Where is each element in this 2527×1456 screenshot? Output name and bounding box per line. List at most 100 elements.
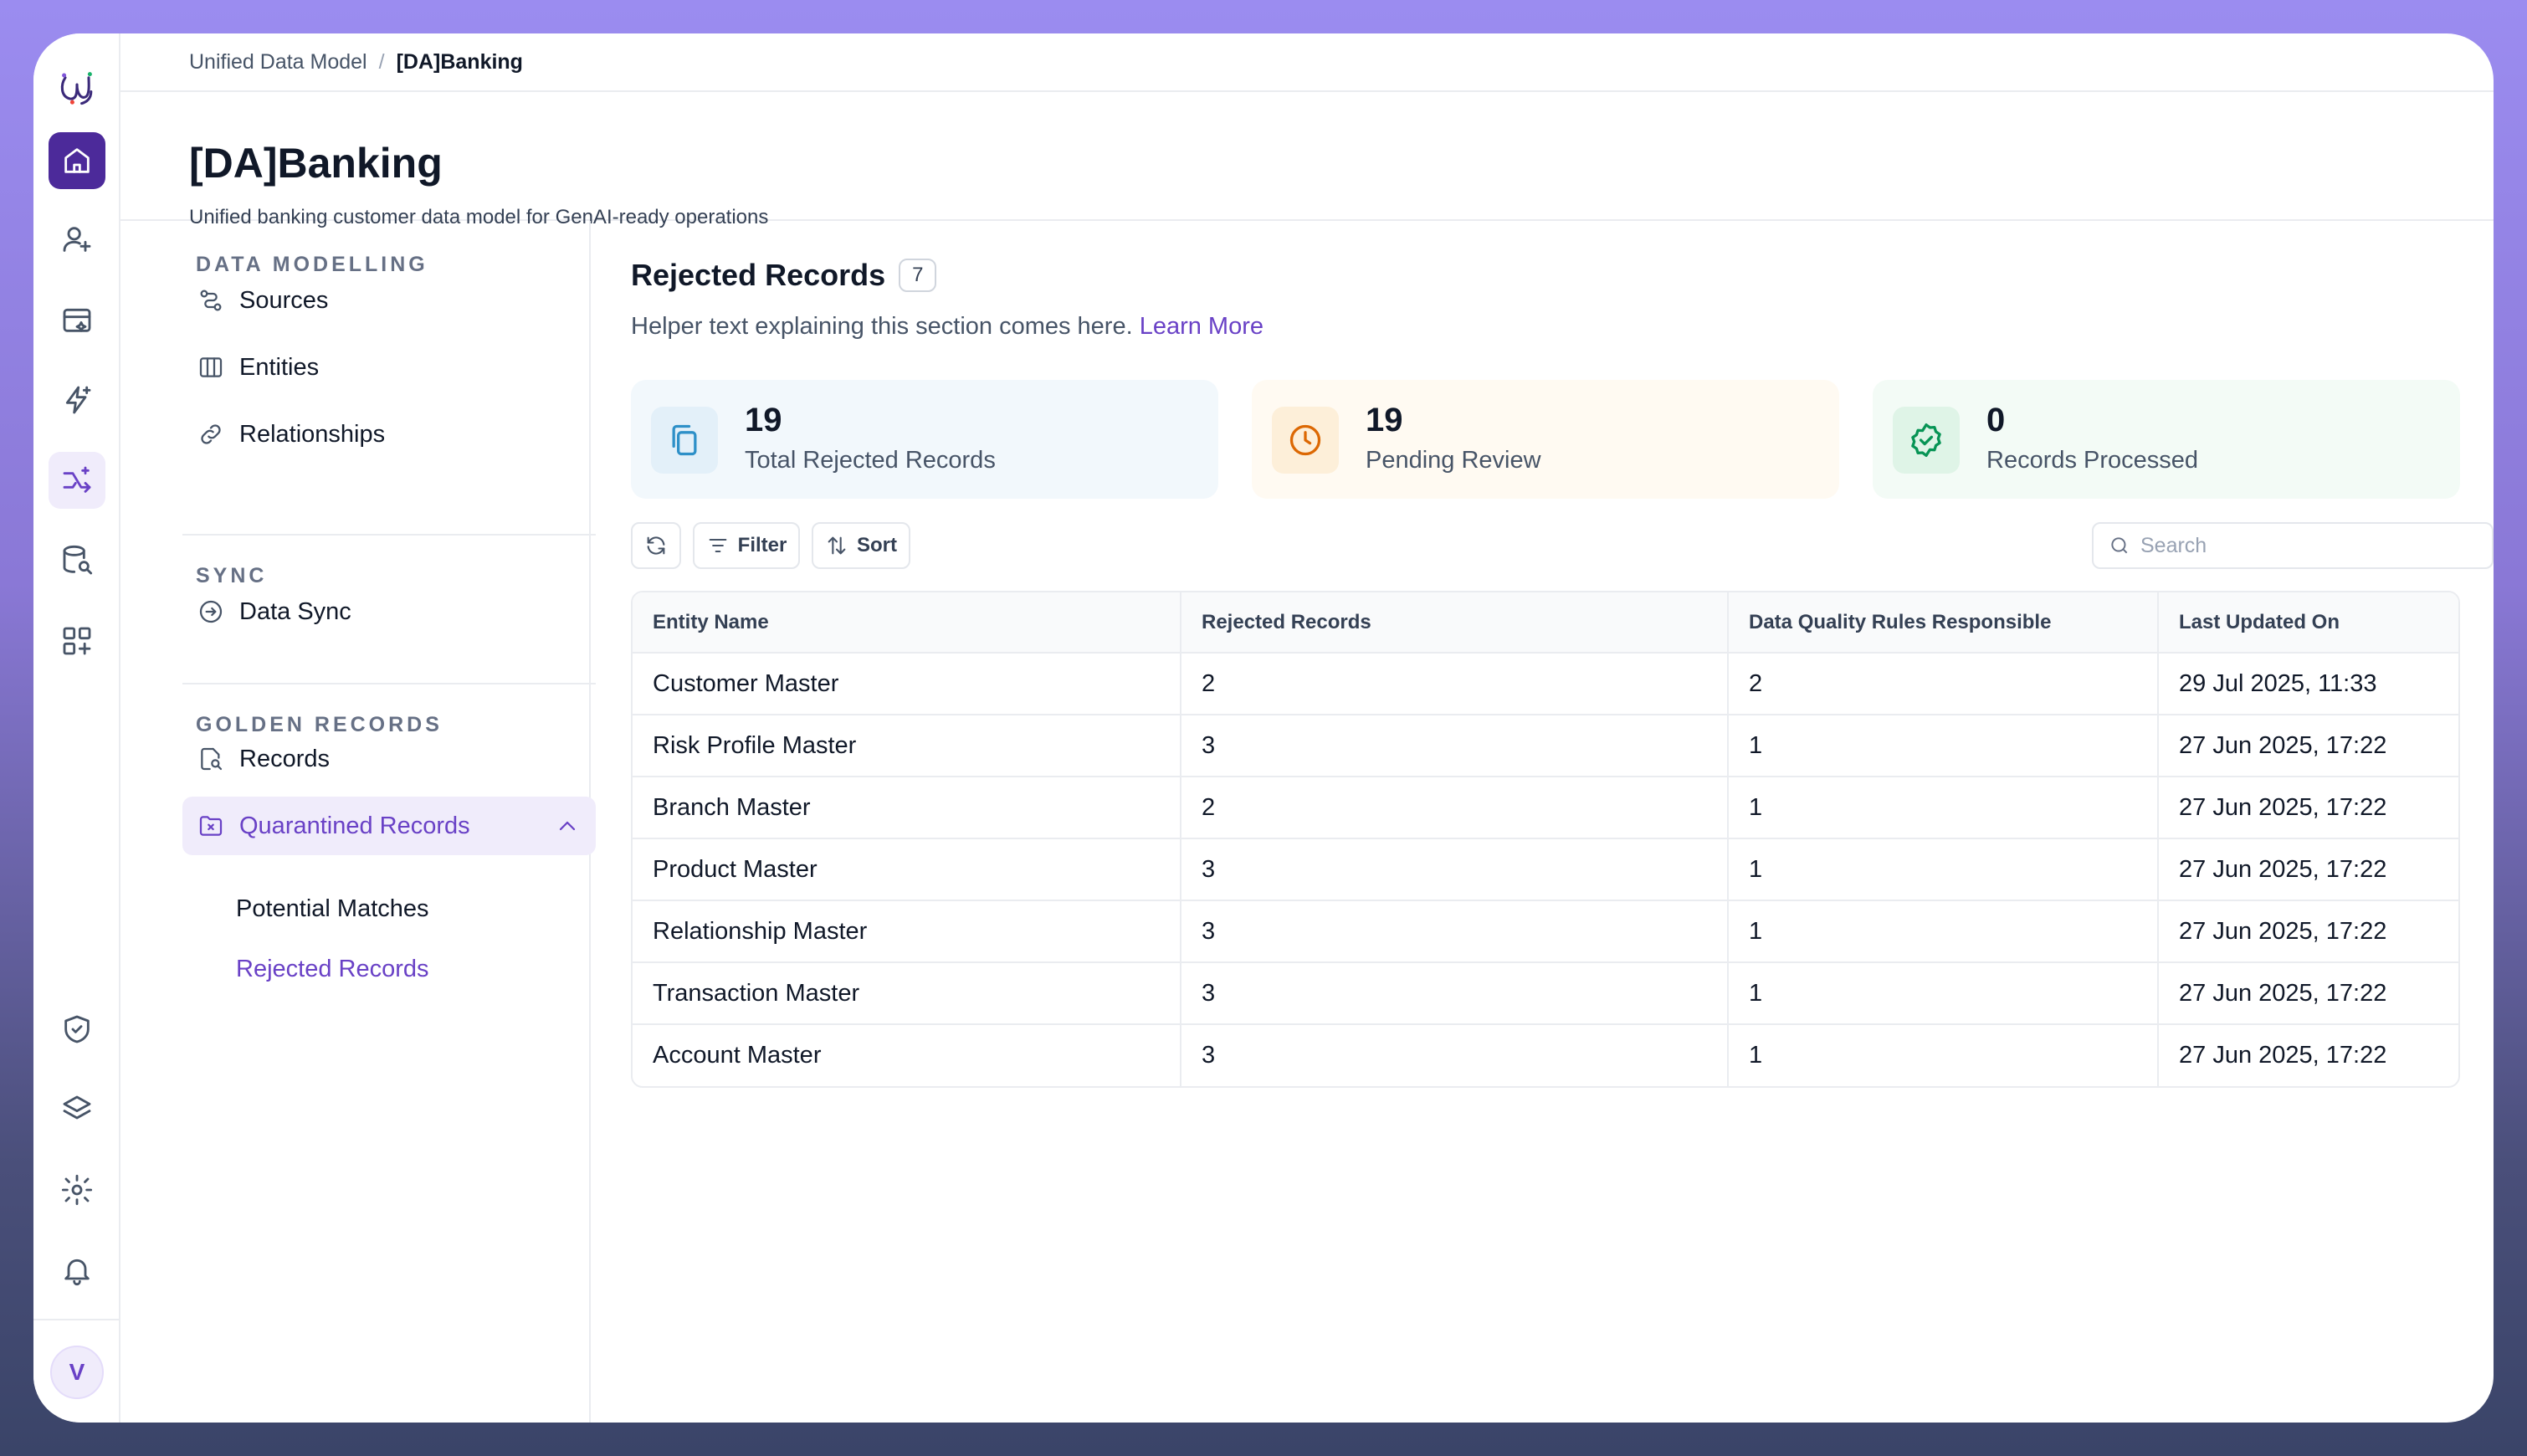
- sidebar-item-label: Quarantined Records: [239, 812, 470, 839]
- sidebar-item-quarantined-records[interactable]: Quarantined Records: [182, 797, 596, 855]
- page-header: [DA]Banking Unified banking customer dat…: [120, 92, 2494, 228]
- sidebar-item-label: Entities: [239, 353, 320, 381]
- rail-security-button[interactable]: [49, 1001, 105, 1058]
- user-avatar[interactable]: V: [50, 1346, 104, 1399]
- app-logo[interactable]: [49, 59, 105, 115]
- table-row[interactable]: Transaction Master 3 1 27 Jun 2025, 17:2…: [633, 962, 2458, 1025]
- user-sparkle-icon: [63, 227, 91, 252]
- chevron-up-icon[interactable]: [554, 813, 581, 839]
- rail-users-button[interactable]: [49, 211, 105, 268]
- column-header-rejected-records[interactable]: Rejected Records: [1181, 592, 1729, 654]
- cell-last-updated: 27 Jun 2025, 17:22: [2158, 900, 2458, 963]
- grid-add-icon: [63, 627, 91, 655]
- sort-icon: [828, 536, 846, 555]
- breadcrumb-root[interactable]: Unified Data Model: [189, 49, 367, 74]
- stat-icon-wrap: [651, 407, 718, 474]
- sidebar-subitem-rejected-records[interactable]: Rejected Records: [236, 956, 429, 982]
- sidebar-section-sync: SYNC: [196, 564, 268, 587]
- column-header-entity-name[interactable]: Entity Name: [633, 592, 1181, 654]
- app-window: V Unified Data Model / [DA]Banking [DA]B…: [33, 33, 2494, 1423]
- column-header-last-updated[interactable]: Last Updated On: [2158, 592, 2458, 654]
- rail-data-model-button[interactable]: [49, 452, 105, 509]
- cell-dq-rules: 2: [1728, 653, 2159, 715]
- rail-home-button[interactable]: [49, 132, 105, 189]
- copy-icon: [672, 424, 697, 456]
- sidebar-item-relationships[interactable]: Relationships: [182, 405, 596, 464]
- rail-layers-button[interactable]: [49, 1081, 105, 1138]
- sidebar-item-records[interactable]: Records: [182, 730, 596, 788]
- cell-entity-name: Relationship Master: [633, 900, 1181, 963]
- rail-database-button[interactable]: [49, 532, 105, 589]
- breadcrumb-separator: /: [378, 49, 385, 74]
- rail-automation-button[interactable]: [49, 372, 105, 428]
- table-row[interactable]: Product Master 3 1 27 Jun 2025, 17:22: [633, 838, 2458, 901]
- table-row[interactable]: Branch Master 2 1 27 Jun 2025, 17:22: [633, 777, 2458, 839]
- filter-label: Filter: [737, 534, 787, 556]
- cell-entity-name: Branch Master: [633, 777, 1181, 839]
- sort-button[interactable]: Sort: [812, 522, 910, 569]
- sidebar-item-sources[interactable]: Sources: [182, 271, 596, 330]
- home-icon: [64, 148, 90, 173]
- refresh-icon: [647, 536, 665, 555]
- helper-text: Helper text explaining this section come…: [631, 313, 1264, 341]
- sidebar-subitem-potential-matches[interactable]: Potential Matches: [236, 895, 429, 922]
- learn-more-link[interactable]: Learn More: [1139, 313, 1264, 340]
- page-subtitle: Unified banking customer data model for …: [189, 206, 769, 228]
- cell-last-updated: 29 Jul 2025, 11:33: [2158, 653, 2458, 715]
- cell-rejected-records: 2: [1181, 653, 1729, 715]
- stat-value: 0: [1986, 402, 2006, 438]
- table-row[interactable]: Relationship Master 3 1 27 Jun 2025, 17:…: [633, 900, 2458, 963]
- sidebar-divider: [182, 683, 596, 684]
- cell-entity-name: Transaction Master: [633, 962, 1181, 1025]
- search-input[interactable]: [2140, 533, 2475, 558]
- logo-icon: [60, 72, 93, 105]
- stat-icon-wrap: [1272, 407, 1339, 474]
- section-title: Rejected Records 7: [631, 258, 937, 293]
- table-row[interactable]: Account Master 3 1 27 Jun 2025, 17:22: [633, 1024, 2458, 1086]
- search-box[interactable]: [2092, 522, 2494, 569]
- flow-sparkle-icon: [63, 466, 91, 493]
- cell-entity-name: Account Master: [633, 1024, 1181, 1086]
- badge-check-icon: [1911, 423, 1941, 457]
- columns-icon: [199, 357, 223, 377]
- stat-value: 19: [1366, 402, 1403, 438]
- sidebar-item-label: Records: [239, 745, 330, 772]
- rail-notifications-button[interactable]: [49, 1242, 105, 1299]
- sidebar: DATA MODELLING Sources Entities Relation…: [120, 221, 596, 1423]
- sidebar-item-entities[interactable]: Entities: [182, 338, 596, 397]
- sidebar-item-label: Sources: [239, 286, 329, 314]
- table-header-row: Entity Name Rejected Records Data Qualit…: [633, 592, 2458, 654]
- cell-dq-rules: 1: [1728, 1024, 2159, 1086]
- search-icon: [2111, 537, 2128, 554]
- refresh-button[interactable]: [631, 522, 681, 569]
- cell-last-updated: 27 Jun 2025, 17:22: [2179, 1042, 2387, 1069]
- link-icon: [201, 424, 221, 444]
- sync-icon: [199, 600, 223, 623]
- cell-rejected-records: 3: [1181, 1024, 1729, 1086]
- stat-card-total-rejected: 19 Total Rejected Records: [631, 380, 1218, 499]
- rail-apps-button[interactable]: [49, 613, 105, 669]
- layers-icon: [63, 1095, 91, 1120]
- cell-dq-rules: 1: [1728, 777, 2159, 839]
- rail-calendar-button[interactable]: [49, 291, 105, 348]
- cell-rejected-records: 2: [1181, 777, 1729, 839]
- cell-entity-name: Customer Master: [633, 653, 1181, 715]
- sidebar-section-data-modelling: DATA MODELLING: [196, 253, 428, 276]
- sort-label: Sort: [857, 534, 897, 556]
- column-header-dq-rules[interactable]: Data Quality Rules Responsible: [1728, 592, 2159, 654]
- cell-dq-rules: 1: [1728, 962, 2159, 1025]
- stat-label: Records Processed: [1986, 447, 2199, 474]
- stat-label: Pending Review: [1366, 447, 1541, 474]
- breadcrumb-current: [DA]Banking: [396, 49, 523, 74]
- page-title: [DA]Banking: [189, 140, 443, 187]
- cell-rejected-records: 3: [1181, 715, 1729, 777]
- stat-value: 19: [745, 402, 782, 438]
- filter-button[interactable]: Filter: [693, 522, 800, 569]
- file-search-icon: [201, 747, 223, 771]
- rail-settings-button[interactable]: [49, 1161, 105, 1218]
- table-row[interactable]: Customer Master 2 2 29 Jul 2025, 11:33: [633, 653, 2458, 715]
- sidebar-item-data-sync[interactable]: Data Sync: [182, 582, 596, 641]
- sources-icon: [200, 290, 222, 311]
- lightning-sparkle-icon: [65, 386, 91, 414]
- table-row[interactable]: Risk Profile Master 3 1 27 Jun 2025, 17:…: [633, 715, 2458, 777]
